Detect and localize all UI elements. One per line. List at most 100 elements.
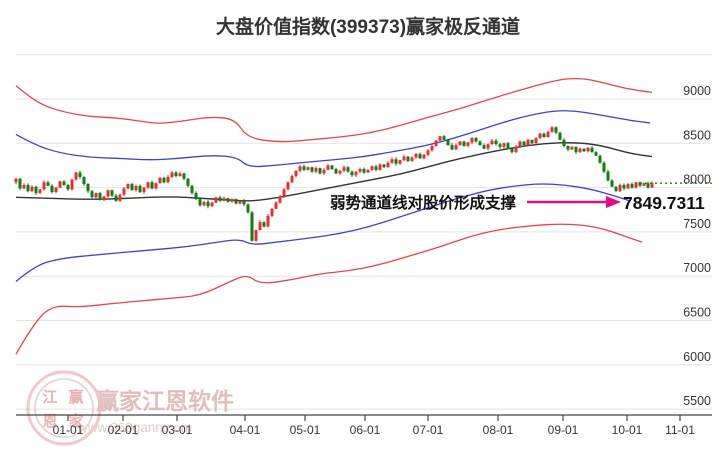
candle-body	[606, 171, 610, 181]
candle-body	[154, 183, 158, 189]
x-axis: 01-01 02-01 03-01 04-01 05-01 06-01 07-01 08-01…	[16, 414, 712, 437]
candle-body	[434, 140, 438, 146]
candle-body	[30, 186, 34, 192]
candle-body	[566, 145, 570, 150]
candle-body	[538, 133, 542, 138]
candle-body	[202, 201, 206, 206]
candle-body	[98, 192, 102, 201]
outer-upper-channel	[15, 77, 653, 143]
candle-body	[330, 165, 334, 169]
candle-body	[490, 140, 494, 145]
candle-body	[106, 190, 110, 197]
candle-body	[314, 168, 318, 172]
candle-body	[486, 144, 490, 149]
candle-body	[34, 186, 38, 193]
candle-body	[70, 179, 74, 190]
candle-body	[318, 168, 322, 174]
x-tick-label: 11-01	[665, 423, 695, 437]
candle-body	[66, 184, 70, 190]
candle-body	[438, 136, 442, 141]
outer-lower-channel	[15, 223, 643, 355]
candle-body	[426, 150, 430, 155]
support-annotation: 弱势通道线对股价形成支撑 7849.7311	[330, 193, 705, 213]
watermark: 江赢恩家 赢家江恩软件 www.360gann.com	[26, 370, 234, 446]
candle-body	[626, 184, 630, 189]
candle-body	[466, 142, 470, 146]
gridlines	[16, 54, 712, 410]
y-tick-label: 6500	[683, 306, 711, 320]
candle-body	[50, 185, 54, 193]
candle-body	[598, 155, 602, 163]
seal-outer-ring	[26, 370, 102, 446]
x-tick-label: 08-01	[483, 423, 514, 437]
candle-body	[562, 139, 566, 146]
candle-body	[158, 177, 162, 184]
chart-title: 大盘价值指数(399373)赢家极反通道	[216, 15, 520, 38]
candle-body	[218, 197, 222, 201]
candle-body	[122, 188, 126, 195]
candle-body	[390, 159, 394, 163]
candle-body	[94, 192, 98, 198]
candle-body	[54, 187, 58, 193]
candle-body	[286, 182, 290, 190]
candle-body	[482, 145, 486, 149]
candle-body	[474, 137, 478, 142]
candle-body	[78, 172, 82, 177]
candle-body	[258, 222, 262, 231]
support-annotation-text: 弱势通道线对股价形成支撑	[330, 193, 517, 212]
candle-body	[198, 199, 202, 206]
candle-body	[590, 147, 594, 153]
candle-body	[582, 148, 586, 152]
candle-body	[342, 167, 346, 171]
candle-body	[182, 173, 186, 179]
candle-body	[414, 153, 418, 158]
candle-body	[374, 166, 378, 170]
candle-body	[254, 230, 258, 241]
candle-body	[138, 185, 142, 193]
candle-body	[266, 215, 270, 227]
candle-body	[602, 162, 606, 172]
candle-body	[178, 173, 182, 177]
candle-body	[370, 166, 374, 170]
candle-body	[42, 182, 46, 190]
candle-body	[446, 139, 450, 146]
candle-body	[274, 202, 278, 209]
candle-body	[642, 183, 646, 186]
candle-body	[170, 172, 174, 177]
candle-body	[450, 145, 454, 150]
candle-body	[110, 190, 114, 196]
y-tick-label: 9000	[683, 84, 711, 98]
candle-body	[506, 143, 510, 149]
candle-body	[246, 204, 250, 213]
candle-body	[222, 198, 226, 201]
mid-life-line	[15, 142, 653, 202]
candle-body	[510, 148, 514, 153]
candle-body	[126, 184, 130, 189]
candle-body	[130, 184, 134, 191]
candle-body	[22, 184, 26, 189]
candle-body	[278, 196, 282, 203]
candle-body	[594, 152, 598, 156]
candle-body	[46, 182, 50, 186]
candle-body	[614, 186, 618, 192]
inner-lower-channel	[15, 183, 631, 283]
candle-body	[382, 164, 386, 168]
candle-body	[326, 165, 330, 170]
candle-body	[186, 178, 190, 186]
candle-body	[458, 141, 462, 146]
x-tick-label: 03-01	[162, 423, 193, 437]
candle-body	[422, 154, 426, 159]
candle-body	[610, 180, 614, 187]
support-arrow-head-icon	[606, 196, 621, 208]
y-axis-labels: 9000 8500 8000 7500 7000 6500 6000 5500	[683, 84, 711, 408]
candle-body	[554, 127, 558, 133]
candle-body	[118, 194, 122, 201]
support-value-label: 7849.7311	[623, 193, 705, 213]
candle-body	[406, 156, 410, 162]
candle-body	[166, 176, 170, 183]
candle-body	[114, 195, 118, 201]
x-tick-label: 01-01	[53, 423, 84, 437]
x-tick-label: 05-01	[290, 423, 321, 437]
candle-body	[430, 145, 434, 151]
